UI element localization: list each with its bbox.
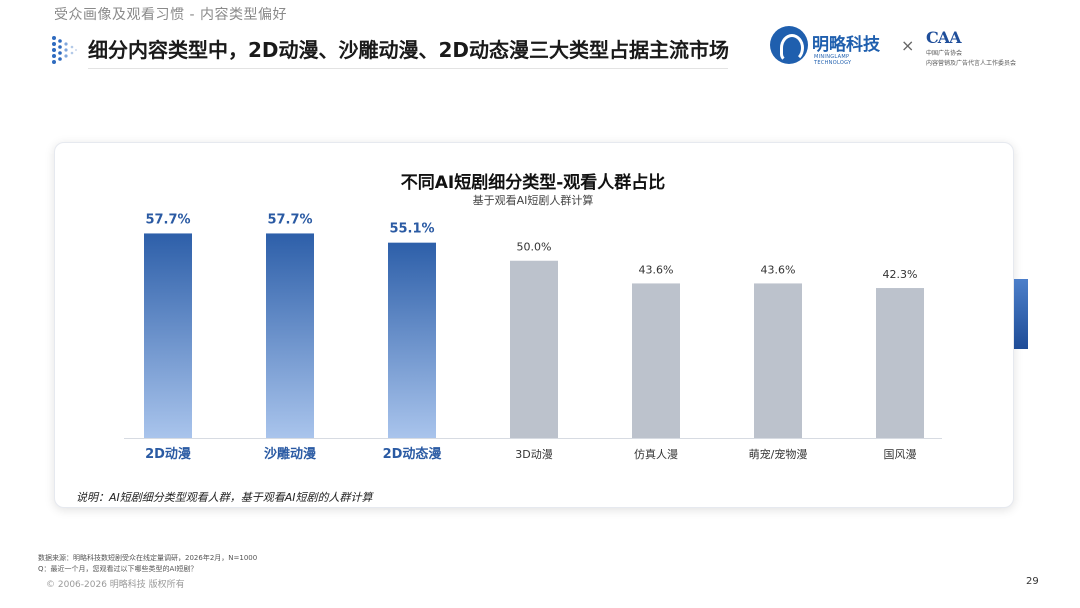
category-label-3: 3D动漫 [515,447,552,461]
title-divider [88,68,728,69]
dots-logo-icon [52,36,78,64]
minglue-mark-icon [770,26,808,64]
page-number: 29 [1026,576,1039,587]
logo-caa-line2: 内容营销及广告代言人工作委员会 [926,60,1017,67]
data-label-1: 57.7% [267,212,312,227]
data-label-3: 50.0% [517,241,552,254]
copyright: © 2006-2026 明略科技 版权所有 [46,580,185,590]
logo-minglue: 明略科技 MININGLAMP TECHNOLOGY [770,24,888,66]
bar-0 [144,233,192,438]
data-label-2: 55.1% [389,222,434,237]
logo-minglue-sub: MININGLAMP TECHNOLOGY [814,54,852,66]
data-source: 数据来源：明略科技数短剧受众在线定量调研，2026年2月，N=1000 [38,554,258,562]
logo-separator: × [901,36,915,55]
logo-caa: CAA 中国广告协会 内容营销及广告代言人工作委员会 [926,28,1054,68]
category-label-1: 沙雕动漫 [264,446,316,462]
logo-caa-line1: 中国广告协会 [926,50,963,57]
chart-title: 不同AI短剧细分类型-观看人群占比 [400,173,666,193]
bar-3 [510,260,558,438]
logo-minglue-name: 明略科技 [812,35,880,55]
bar-chart: 57.7% 2D动漫 57.7% 沙雕动漫 55.1% 2D动态漫 50.0% 3D动漫 43.… [124,212,942,462]
category-label-0: 2D动漫 [145,446,191,462]
side-tab [1014,279,1028,349]
data-label-5: 43.6% [761,263,796,276]
data-label-0: 57.7% [145,212,190,227]
bar-2 [388,242,436,438]
breadcrumb: 受众画像及观看习惯 - 内容类型偏好 [54,7,287,23]
page-title: 细分内容类型中，2D动漫、沙雕动漫、2D动态漫三大类型占据主流市场 [88,38,730,62]
chart-subtitle: 基于观看AI短剧人群计算 [472,194,594,207]
bar-5 [754,283,802,438]
bar-4 [632,283,680,438]
category-label-2: 2D动态漫 [383,446,442,462]
category-label-4: 仿真人漫 [634,447,678,461]
bar-1 [266,233,314,438]
category-label-5: 萌宠/宠物漫 [749,447,808,461]
data-label-4: 43.6% [639,263,674,276]
logo-caa-mark: CAA [926,28,962,47]
category-label-6: 国风漫 [884,447,917,461]
data-label-6: 42.3% [883,268,918,281]
survey-question: Q：最近一个月，您观看过以下哪些类型的AI短剧？ [38,565,198,573]
bar-6 [876,288,924,438]
chart-note: 说明：AI短剧细分类型观看人群，基于观看AI短剧的人群计算 [76,491,373,504]
